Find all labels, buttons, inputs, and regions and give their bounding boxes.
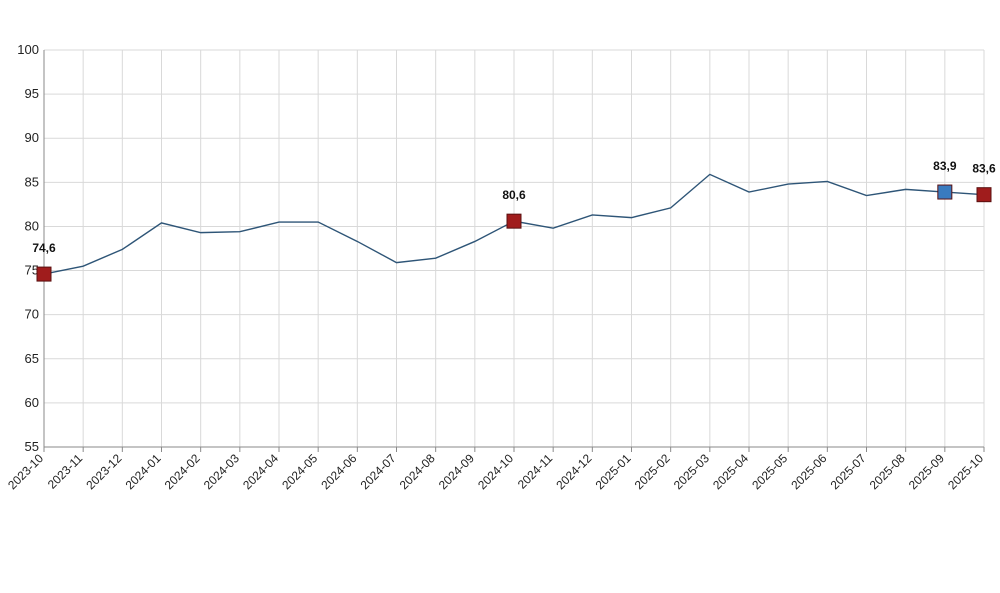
data-label: 83,9 xyxy=(933,159,957,173)
x-tick-label: 2025-03 xyxy=(671,451,712,492)
highlight-marker xyxy=(506,213,522,229)
x-tick-label: 2025-08 xyxy=(867,451,908,492)
data-label: 80,6 xyxy=(502,188,526,202)
highlight-markers xyxy=(36,184,992,282)
x-tick-label: 2024-04 xyxy=(240,451,281,492)
x-tick-label: 2023-12 xyxy=(83,451,124,492)
y-tick-label: 90 xyxy=(25,130,39,145)
data-label: 74,6 xyxy=(32,241,56,255)
x-tick-label: 2025-09 xyxy=(906,451,947,492)
x-tick-label: 2024-06 xyxy=(318,451,359,492)
y-tick-label: 80 xyxy=(25,218,39,233)
x-tick-label: 2024-12 xyxy=(553,451,594,492)
x-tick-label: 2024-01 xyxy=(123,451,164,492)
x-axis-ticks: 2023-102023-112023-122024-012024-022024-… xyxy=(5,447,986,492)
y-tick-label: 75 xyxy=(25,263,39,278)
highlight-marker xyxy=(36,266,52,282)
y-tick-label: 70 xyxy=(25,307,39,322)
x-tick-label: 2024-08 xyxy=(397,451,438,492)
x-tick-label: 2024-07 xyxy=(358,451,399,492)
x-tick-label: 2025-02 xyxy=(632,451,673,492)
x-tick-label: 2024-10 xyxy=(475,451,516,492)
x-tick-label: 2024-09 xyxy=(436,451,477,492)
x-tick-label: 2025-01 xyxy=(593,451,634,492)
x-tick-label: 2024-11 xyxy=(515,451,556,492)
x-tick-label: 2024-02 xyxy=(162,451,203,492)
gridlines xyxy=(43,49,985,448)
x-tick-label: 2023-10 xyxy=(5,451,46,492)
y-tick-label: 95 xyxy=(25,86,39,101)
x-tick-label: 2025-05 xyxy=(749,451,790,492)
y-tick-label: 85 xyxy=(25,174,39,189)
x-tick-label: 2023-11 xyxy=(45,451,86,492)
data-labels: 74,6 80,6 83,9 83,6 xyxy=(32,159,996,255)
x-tick-label: 2024-05 xyxy=(279,451,320,492)
x-tick-label: 2025-06 xyxy=(788,451,829,492)
y-tick-label: 100 xyxy=(17,42,39,57)
highlight-marker xyxy=(937,184,953,200)
y-axis-ticks: 55 60 65 70 75 80 85 90 95 100 xyxy=(17,42,39,454)
data-label: 83,6 xyxy=(972,162,996,176)
y-tick-label: 60 xyxy=(25,395,39,410)
y-tick-label: 65 xyxy=(25,351,39,366)
y-tick-label: 55 xyxy=(25,439,39,454)
x-tick-label: 2025-04 xyxy=(710,451,751,492)
x-tick-label: 2025-07 xyxy=(828,451,869,492)
x-tick-label: 2025-10 xyxy=(945,451,986,492)
highlight-marker xyxy=(976,187,992,203)
x-tick-label: 2024-03 xyxy=(201,451,242,492)
